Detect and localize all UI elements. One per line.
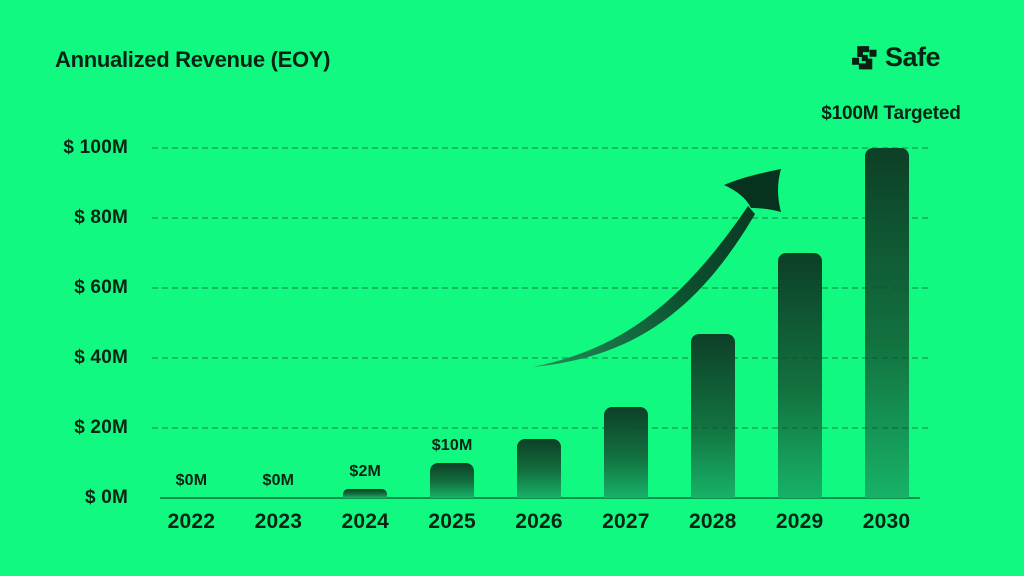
target-annotation: $100M Targeted (821, 103, 961, 124)
x-axis-label-2027: 2027 (602, 510, 650, 533)
bar-value-label-2023: $0M (262, 472, 295, 489)
bar-2026 (517, 438, 561, 498)
x-axis-labels: 2022 2023 2024 2025 2026 2027 2028 2029 2030 (148, 510, 930, 534)
bar-columns: $0M $0M $2M $10M (148, 148, 930, 498)
x-axis-line (160, 497, 920, 499)
bar-column-2022: $0M (148, 148, 235, 498)
bar-value-label-2025: $10M (431, 437, 473, 454)
plot-area: $0M $0M $2M $10M (148, 147, 930, 499)
x-axis-label-2023: 2023 (254, 510, 303, 533)
gridline (152, 427, 928, 429)
x-axis-label-2030: 2030 (862, 510, 911, 533)
brand-lockup: Safe (850, 42, 941, 73)
gridline (152, 357, 928, 359)
gridline (152, 147, 928, 149)
safe-logo-icon (850, 44, 878, 72)
bar-2024 (343, 489, 388, 498)
y-axis-tick-label: $ 80M (74, 207, 128, 228)
bar-value-label-2024: $2M (349, 463, 382, 480)
bar-column-2030 (843, 148, 930, 498)
bar-column-2023: $0M (235, 148, 322, 498)
bar-2027 (603, 407, 648, 498)
x-axis-label-2022: 2022 (167, 510, 216, 533)
bar-column-2025: $10M (409, 148, 496, 498)
y-axis: $ 100M $ 80M $ 60M $ 40M $ 20M $ 0M (0, 0, 128, 576)
x-axis-label-2029: 2029 (775, 510, 824, 533)
brand-name: Safe (885, 42, 941, 72)
y-axis-tick-label: $ 40M (74, 347, 128, 368)
bar-column-2027 (582, 148, 669, 498)
x-axis-label-2028: 2028 (689, 510, 737, 533)
bar-2030 (864, 148, 909, 498)
y-axis-tick-label: $ 60M (74, 277, 128, 298)
bar-value-label-2022: $0M (175, 472, 208, 489)
bar-2025 (430, 463, 475, 498)
bar-2029 (777, 253, 822, 498)
bar-column-2028 (669, 148, 756, 498)
gridline (152, 287, 928, 289)
bar-column-2029 (756, 148, 843, 498)
x-axis-label-2026: 2026 (515, 510, 563, 533)
y-axis-tick-label: $ 20M (74, 417, 128, 438)
x-axis-label-2024: 2024 (341, 510, 389, 533)
bar-column-2026 (496, 148, 583, 498)
chart-title: Annualized Revenue (EOY) (55, 47, 331, 72)
x-axis-label-2025: 2025 (428, 510, 476, 533)
bar-column-2024: $2M (322, 148, 409, 498)
y-axis-tick-label: $ 0M (84, 487, 128, 508)
gridline (152, 217, 928, 219)
y-axis-tick-label: $ 100M (63, 137, 128, 158)
